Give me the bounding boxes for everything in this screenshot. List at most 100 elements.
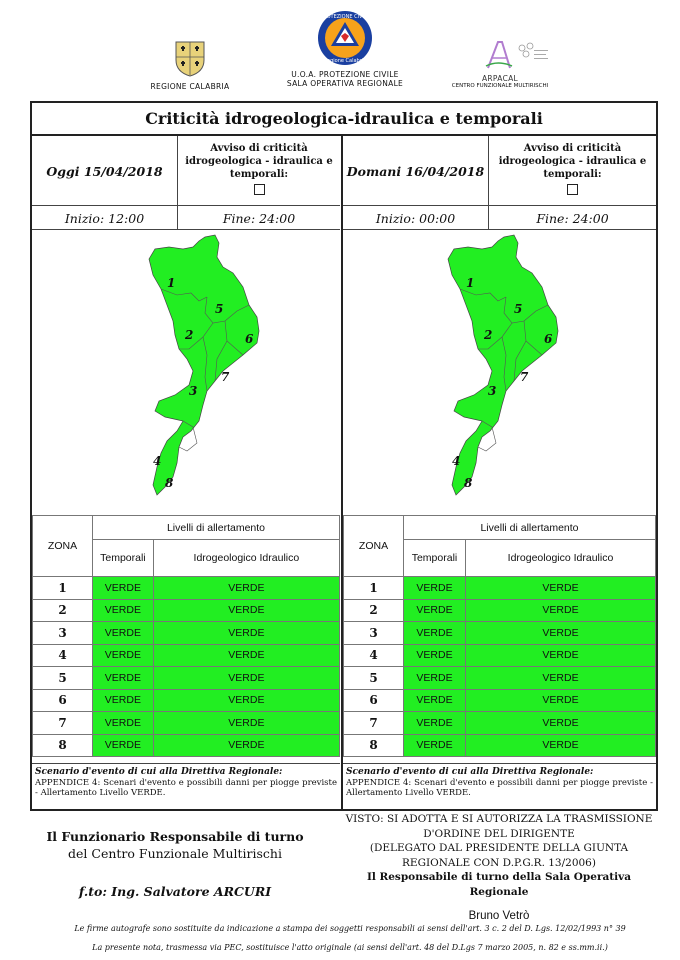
zone-number: 3 [32, 621, 93, 645]
temporali-level: VERDE [403, 598, 466, 622]
temporali-header: Temporali [403, 539, 466, 577]
map-zone-5: 5 [215, 302, 223, 316]
zone-number: 6 [32, 688, 93, 712]
temporali-level: VERDE [92, 621, 154, 645]
map-zone-7: 7 [520, 370, 529, 384]
zone-row: 6 VERDE VERDE [32, 688, 341, 712]
temporali-level: VERDE [92, 576, 154, 600]
regione-calabria-logo: REGIONE CALABRIA [140, 38, 240, 91]
idro-level: VERDE [464, 598, 657, 622]
temporali-level: VERDE [403, 666, 466, 690]
map-zone-8: 8 [464, 476, 473, 490]
map-zone-4: 4 [452, 454, 460, 468]
idro-level: VERDE [464, 688, 657, 712]
zone-row: 1 VERDE VERDE [343, 576, 657, 600]
zone-rows: 1 VERDE VERDE 2 VERDE VERDE 3 VERDE VERDE 4 VERDE V… [32, 576, 341, 757]
temporali-level: VERDE [403, 688, 466, 712]
zone-number: 8 [32, 733, 93, 757]
zone-number: 2 [343, 598, 404, 622]
scenario-box: Scenario d'evento di cui alla Direttiva … [32, 763, 340, 809]
arpacal-mark-icon [485, 41, 548, 69]
temporali-level: VERDE [403, 576, 466, 600]
zona-header: ZONA [343, 515, 404, 577]
temporali-level: VERDE [403, 621, 466, 645]
zone-row: 4 VERDE VERDE [32, 643, 341, 667]
zone-row: 2 VERDE VERDE [343, 598, 657, 622]
start-time: Inizio: 00:00 [343, 206, 489, 230]
zone-number: 4 [343, 643, 404, 667]
bulletin-frame: Criticità idrogeologica-idraulica e temp… [30, 101, 658, 811]
panel-divider [341, 136, 343, 809]
zone-number: 7 [32, 711, 93, 735]
temporali-level: VERDE [403, 733, 466, 757]
map-zone-8: 8 [165, 476, 174, 490]
scenario-body: APPENDICE 4: Scenari d'evento e possibil… [346, 777, 653, 799]
zone-row: 8 VERDE VERDE [32, 733, 341, 757]
idro-level: VERDE [464, 576, 657, 600]
scenario-title: Scenario d'evento di cui alla Direttiva … [346, 767, 594, 777]
idro-level: VERDE [464, 643, 657, 667]
temporali-level: VERDE [92, 733, 154, 757]
avviso-checkbox[interactable] [253, 184, 265, 195]
zone-borders [459, 288, 549, 452]
avviso-checkbox[interactable] [567, 184, 578, 195]
footnote-pec: La presente nota, trasmessa via PEC, sos… [92, 943, 608, 952]
zone-number: 5 [32, 666, 93, 690]
panel-tomorrow: Domani 16/04/2018 Avviso di criticità id… [343, 136, 657, 809]
map-zone-2: 2 [483, 328, 492, 342]
zone-map: 1 2 3 4 5 6 7 8 [32, 231, 340, 515]
calabria-logo-text: REGIONE CALABRIA [150, 82, 230, 91]
scenario-title: Scenario d'evento di cui alla Direttiva … [35, 767, 283, 777]
end-time: Fine: 24:00 [222, 210, 296, 226]
idro-level: VERDE [152, 688, 341, 712]
avviso-cell: Avviso di criticità idrogeologica - idra… [178, 136, 340, 206]
zone-row: 5 VERDE VERDE [32, 666, 341, 690]
zone-number: 1 [32, 576, 93, 600]
time-row: Inizio: 12:00 Fine: 24:00 [32, 206, 340, 230]
calabria-map: 1 2 3 4 5 6 7 8 [447, 234, 559, 496]
panel-date: Domani 16/04/2018 [343, 136, 489, 206]
footnote-firme: Le firme autografe sono sostituite da in… [74, 924, 626, 933]
visto-line3: (DELEGATO DAL PRESIDENTE DELLA GIUNTA [369, 842, 629, 854]
zone-number: 2 [32, 598, 93, 622]
idro-level: VERDE [464, 711, 657, 735]
calabria-region-shape [447, 234, 559, 496]
panel-header-row: Domani 16/04/2018 Avviso di criticità id… [343, 136, 656, 206]
zone-row: 6 VERDE VERDE [343, 688, 657, 712]
zone-number: 3 [343, 621, 404, 645]
zone-row: 5 VERDE VERDE [343, 666, 657, 690]
scenario-body: APPENDICE 4: Scenari d'evento e possibil… [35, 777, 337, 799]
zone-number: 4 [32, 643, 93, 667]
zone-number: 1 [343, 576, 404, 600]
map-zone-5: 5 [514, 302, 522, 316]
arpacal-name: ARPACAL [481, 74, 519, 83]
idro-level: VERDE [464, 666, 657, 690]
idro-level: VERDE [464, 621, 657, 645]
temporali-level: VERDE [92, 688, 154, 712]
zone-row: 3 VERDE VERDE [32, 621, 341, 645]
avviso-cell: Avviso di criticità idrogeologica - idra… [489, 136, 656, 206]
protezione-line1: U.O.A. PROTEZIONE CIVILE [291, 70, 399, 79]
map-zone-1: 1 [466, 276, 474, 290]
map-zone-2: 2 [184, 328, 193, 342]
temporali-header: Temporali [92, 539, 154, 577]
funzionario-signature: f.to: Ing. Salvatore ARCURI [78, 884, 272, 899]
footer-left: Il Funzionario Responsabile di turno del… [40, 828, 310, 899]
idro-level: VERDE [152, 576, 341, 600]
bulletin-title: Criticità idrogeologica-idraulica e temp… [32, 103, 656, 136]
map-zone-3: 3 [189, 384, 197, 398]
map-zone-7: 7 [221, 370, 230, 384]
zone-row: 7 VERDE VERDE [343, 711, 657, 735]
visto-line4: REGIONALE CON D.P.G.R. 13/2006) [402, 856, 596, 869]
idro-level: VERDE [152, 733, 341, 757]
zone-number: 6 [343, 688, 404, 712]
panel-header-row: Oggi 15/04/2018 Avviso di criticità idro… [32, 136, 340, 206]
zone-rows: 1 VERDE VERDE 2 VERDE VERDE 3 VERDE VERDE 4 VERDE V… [343, 576, 657, 757]
map-zone-3: 3 [488, 384, 496, 398]
temporali-level: VERDE [92, 643, 154, 667]
map-zone-6: 6 [544, 332, 553, 346]
map-zone-4: 4 [153, 454, 161, 468]
zone-row: 3 VERDE VERDE [343, 621, 657, 645]
temporali-level: VERDE [92, 598, 154, 622]
avviso-label: Avviso di criticità idrogeologica - idra… [185, 143, 333, 180]
